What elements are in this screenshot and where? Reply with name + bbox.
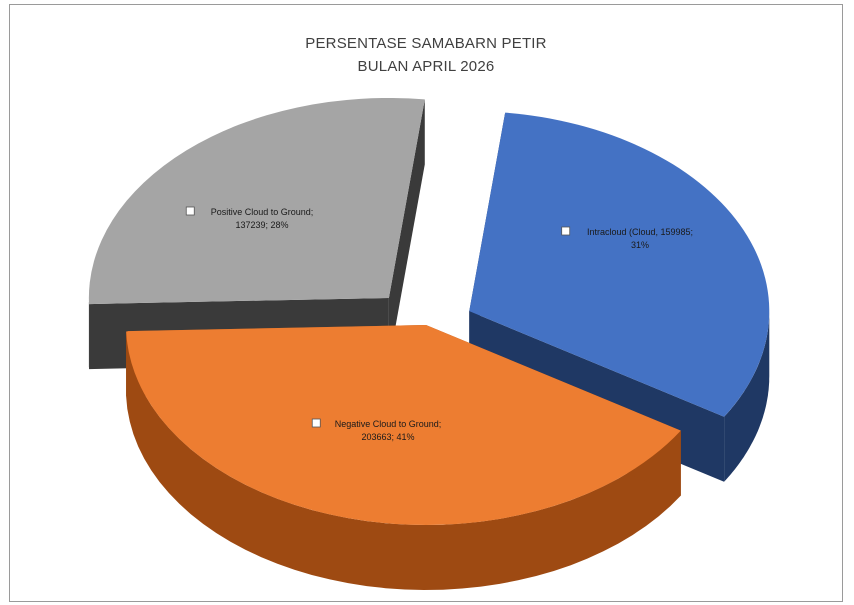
slice-side-1 [724, 311, 770, 482]
data-label-3: Positive Cloud to Ground; 137239; 28% [185, 206, 314, 230]
chart-title-line-1: PERSENTASE SAMABARN PETIR [305, 35, 547, 52]
data-label-line1-2: Negative Cloud to Ground; [335, 419, 442, 429]
slice-top-1 [469, 112, 770, 417]
pie-slice-2 [126, 325, 681, 590]
data-label-line2-3: 137239; 28% [235, 220, 288, 230]
data-label-2: Negative Cloud to Ground; 203663; 41% [311, 418, 442, 442]
data-label-line2-2: 203663; 41% [361, 432, 414, 442]
legend-key-3 [185, 206, 195, 216]
slice-side-2 [126, 331, 681, 590]
slice-top-2 [126, 325, 681, 525]
data-label-line1-3: Positive Cloud to Ground; [211, 207, 314, 217]
legend-key-1 [561, 226, 571, 236]
chart-title-line-2: BULAN APRIL 2026 [357, 58, 495, 75]
legend-key-2 [311, 418, 321, 428]
data-label-line1-1: Intracloud (Cloud, 159985; [587, 227, 693, 237]
data-label-1: Intracloud (Cloud, 159985; 31% [561, 226, 693, 250]
data-label-line2-1: 31% [631, 240, 649, 250]
slice-wall-3-1 [388, 99, 425, 363]
slice-top-3 [88, 97, 425, 305]
